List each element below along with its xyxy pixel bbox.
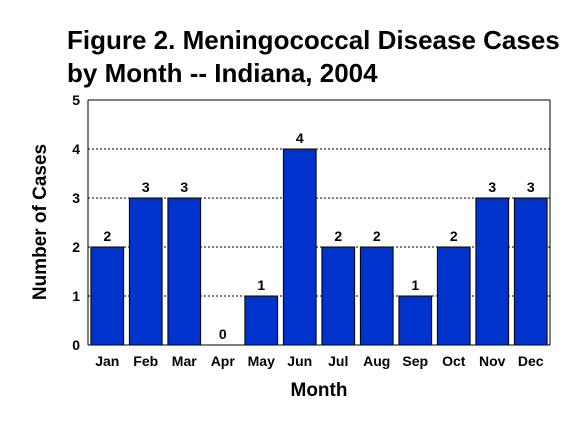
bar-may <box>244 295 279 346</box>
data-label-jan: 2 <box>103 228 111 244</box>
y-tick-label: 0 <box>72 337 80 353</box>
data-label-mar: 3 <box>180 179 188 195</box>
x-tick-label-aug: Aug <box>363 353 390 369</box>
y-tick-label: 2 <box>72 239 80 255</box>
bar-feb <box>128 197 163 346</box>
x-tick-label-jan: Jan <box>95 353 119 369</box>
x-tick-label-apr: Apr <box>211 353 236 369</box>
chart-title-line-2: by Month -- Indiana, 2004 <box>67 58 378 88</box>
y-axis-label: Number of Cases <box>30 144 51 300</box>
chart-title-line-1: Figure 2. Meningococcal Disease Cases <box>67 25 560 55</box>
data-label-dec: 3 <box>527 179 535 195</box>
data-label-jun: 4 <box>296 130 304 146</box>
data-label-sep: 1 <box>411 277 419 293</box>
bar-jul <box>321 246 356 346</box>
bar-oct <box>436 246 471 346</box>
data-label-jul: 2 <box>334 228 342 244</box>
x-tick-label-dec: Dec <box>518 353 544 369</box>
data-label-may: 1 <box>257 277 265 293</box>
data-label-apr: 0 <box>219 326 227 342</box>
y-tick-labels: 0 1 2 3 4 5 <box>72 92 80 353</box>
bars <box>90 148 548 346</box>
data-labels: 2 3 3 0 1 4 2 2 1 2 3 3 <box>103 130 535 342</box>
bar-jan <box>90 246 125 346</box>
grid-lines <box>88 148 550 297</box>
data-label-aug: 2 <box>373 228 381 244</box>
x-tick-label-jul: Jul <box>328 353 348 369</box>
y-tick-label: 1 <box>72 288 80 304</box>
x-tick-label-jun: Jun <box>287 353 312 369</box>
bar-sep <box>398 295 433 346</box>
x-tick-label-may: May <box>248 353 275 369</box>
bar-mar <box>167 197 202 346</box>
data-label-feb: 3 <box>142 179 150 195</box>
data-label-nov: 3 <box>488 179 496 195</box>
x-tick-label-oct: Oct <box>442 353 466 369</box>
y-tick-label: 4 <box>72 141 80 157</box>
y-tick-label: 3 <box>72 190 80 206</box>
x-tick-labels: Jan Feb Mar Apr May Jun Jul Aug Sep Oct Nov Dec <box>95 353 544 369</box>
bar-aug <box>359 246 394 346</box>
data-label-oct: 2 <box>450 228 458 244</box>
x-tick-label-nov: Nov <box>479 353 506 369</box>
bar-nov <box>475 197 510 346</box>
x-tick-label-sep: Sep <box>402 353 428 369</box>
chart-title: Figure 2. Meningococcal Disease Cases by… <box>67 24 567 90</box>
y-tick-label: 5 <box>72 92 80 108</box>
x-tick-label-feb: Feb <box>133 353 158 369</box>
x-tick-label-mar: Mar <box>172 353 197 369</box>
plot-area <box>88 100 550 345</box>
bar-dec <box>513 197 548 346</box>
x-axis-label: Month <box>291 380 348 401</box>
bar-jun <box>282 148 317 346</box>
